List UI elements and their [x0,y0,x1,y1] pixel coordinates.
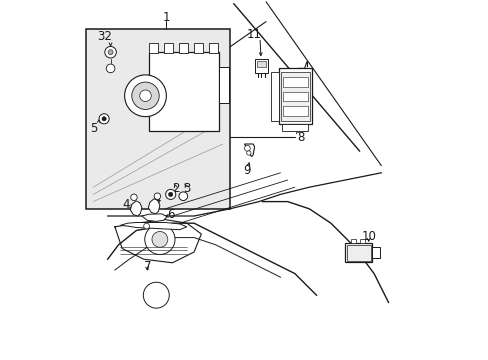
Bar [283,77,307,87]
Circle shape [140,90,151,102]
Bar [255,59,267,73]
Circle shape [143,223,149,229]
Circle shape [165,189,175,199]
Circle shape [99,114,109,124]
Polygon shape [120,222,186,230]
Bar [149,52,219,131]
Circle shape [179,192,187,201]
Text: 3: 3 [183,182,190,195]
Bar [345,243,371,262]
Circle shape [143,282,169,308]
Circle shape [108,50,113,55]
Bar [219,67,229,103]
Circle shape [104,46,116,58]
Bar [283,92,307,101]
Bar [280,72,309,121]
Circle shape [152,231,167,247]
Text: 9: 9 [243,164,251,177]
Circle shape [154,193,160,199]
Circle shape [246,151,250,155]
Circle shape [144,224,175,255]
Circle shape [132,82,159,109]
Text: 7: 7 [143,260,151,273]
Text: 10: 10 [361,230,375,243]
Bar [149,43,158,53]
Text: 1: 1 [162,11,169,24]
Circle shape [130,194,137,201]
Text: 5: 5 [90,122,98,135]
Circle shape [244,145,250,151]
Text: 2: 2 [171,182,179,195]
Circle shape [102,117,106,121]
Bar [278,68,311,124]
Text: 4: 4 [122,198,129,211]
Bar [359,239,365,243]
Text: 4: 4 [153,193,161,206]
Polygon shape [142,214,167,221]
Bar [371,247,380,258]
Bar [346,245,370,261]
Bar [283,106,307,116]
Bar [194,43,203,53]
Text: 32: 32 [97,30,112,42]
Polygon shape [130,201,142,216]
Text: 8: 8 [296,131,304,144]
Circle shape [124,75,166,117]
Bar [270,72,279,121]
Bar [282,124,307,131]
Bar [164,43,173,53]
Text: 11: 11 [246,28,261,41]
Polygon shape [148,199,160,214]
Bar [208,43,218,53]
Circle shape [106,64,115,73]
Polygon shape [244,144,254,157]
Bar [256,61,265,67]
Text: 6: 6 [166,208,174,221]
Bar [86,29,230,209]
Bar [350,239,356,243]
Circle shape [168,192,172,197]
Bar [179,43,188,53]
